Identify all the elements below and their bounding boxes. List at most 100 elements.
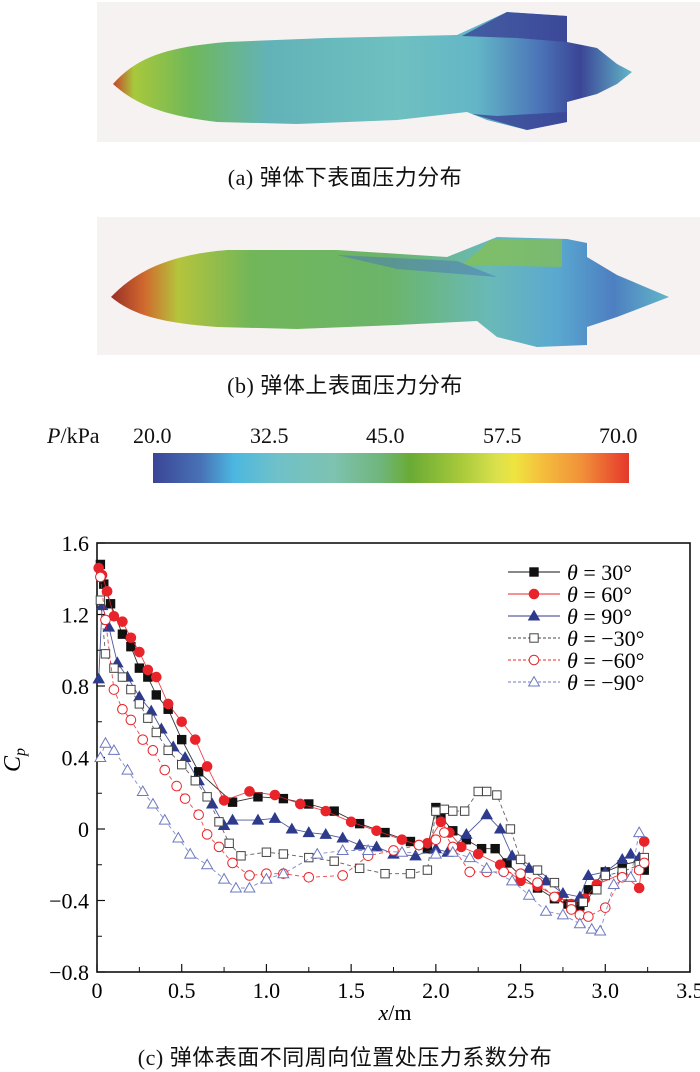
data-point: [177, 759, 187, 770]
data-point: [151, 690, 162, 700]
chart-series: [92, 559, 650, 936]
caption-panel-b: (b) 弹体上表面压力分布: [227, 373, 463, 398]
data-point: [464, 866, 476, 878]
data-point: [396, 834, 408, 846]
data-point: [532, 877, 543, 888]
data-point: [193, 809, 204, 821]
legend-item: θ = −30°: [508, 626, 644, 651]
upper-surface-projectile-shape: [111, 237, 669, 347]
data-point: [295, 798, 306, 810]
legend-marker: [528, 588, 540, 600]
x-tick-label: 2.5: [507, 978, 535, 1003]
data-point: [101, 585, 113, 597]
colorbar-tick: 57.5: [483, 423, 522, 448]
data-point: [142, 664, 154, 676]
data-point: [146, 797, 160, 809]
data-point: [370, 840, 383, 852]
data-point: [143, 713, 153, 723]
x-tick-label: 3.0: [592, 978, 620, 1003]
data-point: [251, 813, 265, 825]
data-point: [448, 806, 458, 816]
data-point: [361, 844, 375, 855]
data-point: [172, 831, 185, 843]
data-point: [615, 852, 629, 864]
data-point: [201, 829, 213, 840]
lower-surface-pressure-contour: [97, 2, 700, 142]
data-point: [633, 882, 645, 894]
data-point: [405, 868, 416, 879]
data-point: [463, 851, 477, 863]
x-axis-label: x/m: [378, 1000, 412, 1025]
data-point: [171, 780, 182, 792]
legend-item: θ = 60°: [508, 582, 632, 607]
data-point: [244, 786, 255, 797]
lower-surface-projectile-shape: [113, 12, 632, 130]
data-point: [278, 849, 289, 859]
data-point: [94, 751, 107, 763]
legend-marker: [529, 567, 539, 577]
legend-label: θ = −90°: [567, 670, 644, 695]
data-point: [163, 745, 173, 756]
legend-item: θ = 30°: [508, 560, 632, 585]
legend-marker: [527, 675, 541, 687]
series-line: [99, 742, 640, 932]
data-point: [413, 839, 425, 851]
data-point: [236, 851, 246, 861]
data-point: [431, 806, 441, 816]
y-tick-label: −0.8: [49, 960, 89, 985]
data-point: [583, 911, 594, 922]
data-point: [522, 861, 536, 873]
data-point: [429, 847, 443, 859]
data-point: [147, 745, 159, 756]
colorbar-label: P/kPa: [47, 423, 100, 449]
data-point: [492, 790, 502, 800]
data-point: [277, 867, 290, 879]
data-point: [459, 806, 470, 816]
x-tick-label: 1.0: [253, 978, 281, 1003]
data-point: [100, 614, 111, 626]
legend-label: θ = 90°: [567, 604, 632, 629]
data-point: [319, 827, 332, 839]
data-point: [109, 663, 119, 673]
data-point: [607, 878, 621, 889]
data-point: [336, 831, 349, 843]
data-point: [329, 856, 339, 866]
data-point: [117, 672, 128, 682]
data-point: [190, 776, 200, 786]
data-point: [624, 847, 637, 859]
data-point: [336, 844, 349, 855]
data-point: [472, 848, 484, 860]
data-point: [522, 888, 536, 900]
series-5: [94, 736, 646, 936]
data-point: [578, 897, 588, 907]
legend-item: θ = −60°: [508, 648, 644, 673]
body-lower: [113, 12, 632, 130]
x-tick-label: 2.0: [422, 978, 450, 1003]
data-point: [159, 764, 171, 776]
data-point: [126, 684, 136, 695]
legend-item: θ = −90°: [508, 670, 644, 695]
data-point: [302, 826, 316, 838]
data-point: [107, 743, 121, 755]
fin-lower-dark: [472, 112, 567, 130]
data-point: [439, 827, 450, 838]
data-point: [205, 797, 219, 809]
data-point: [126, 641, 136, 652]
data-point: [177, 734, 187, 745]
data-point: [278, 793, 289, 804]
data-point: [125, 632, 137, 644]
y-axis-label: Cp: [0, 748, 29, 772]
chart-axes: 0 0.5 1.0 1.5 2.0 2.5 3.0 3.5 −0.8 −0.4 0 0.4 0.8 1.2…: [49, 531, 700, 1003]
data-point: [201, 761, 213, 772]
y-tick-label: 1.6: [62, 531, 90, 556]
data-point: [505, 849, 519, 861]
y-tick-label: 1.2: [62, 603, 90, 628]
data-point: [380, 868, 390, 879]
y-tick-label: 0.4: [62, 746, 90, 771]
data-point: [583, 885, 594, 895]
data-point: [498, 866, 509, 878]
data-point: [214, 817, 224, 827]
colorbar-tick: 45.0: [366, 423, 405, 448]
data-point: [243, 881, 256, 893]
caption-panel-c: (c) 弹体表面不同周向位置处压力系数分布: [137, 1045, 553, 1070]
